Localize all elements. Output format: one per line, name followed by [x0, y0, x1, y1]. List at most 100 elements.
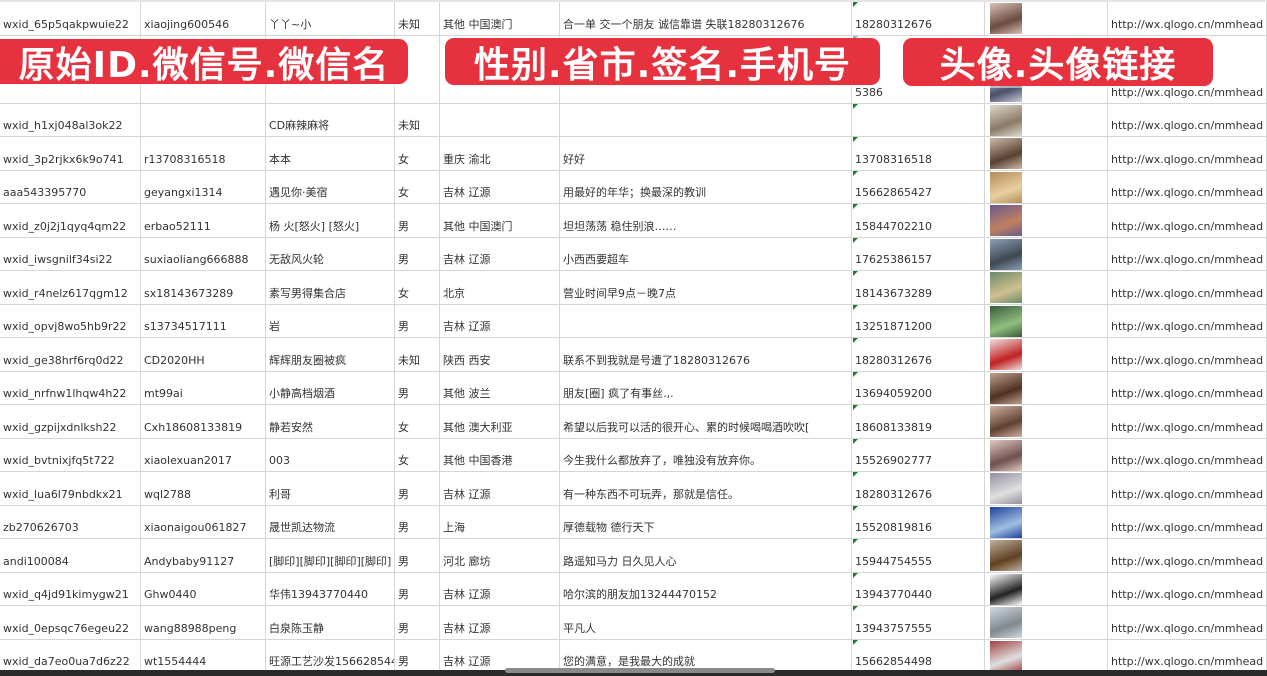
- original-id-cell[interactable]: wxid_bvtnixjfq5t722: [0, 438, 141, 471]
- avatar-link-cell[interactable]: http://wx.qlogo.cn/mmhead: [1108, 371, 1267, 404]
- avatar-link-cell[interactable]: http://wx.qlogo.cn/mmhead: [1108, 204, 1267, 237]
- signature-cell[interactable]: 合一单 交一个朋友 诚信靠谱 失联18280312676: [560, 2, 852, 35]
- phone-cell[interactable]: 15520819816: [852, 505, 985, 538]
- gender-cell[interactable]: 女: [395, 405, 440, 438]
- wechat-id-cell[interactable]: mt99ai: [141, 371, 266, 404]
- wechat-name-cell[interactable]: 素写男得集合店: [266, 271, 395, 304]
- wechat-id-cell[interactable]: wql2788: [141, 472, 266, 505]
- region-cell[interactable]: [440, 103, 560, 136]
- avatar-cell[interactable]: [985, 539, 1108, 572]
- wechat-name-cell[interactable]: 岩: [266, 304, 395, 337]
- original-id-cell[interactable]: wxid_opvj8wo5hb9r22: [0, 304, 141, 337]
- phone-cell[interactable]: 13943757555: [852, 606, 985, 639]
- region-cell[interactable]: 吉林 辽源: [440, 572, 560, 605]
- avatar-link-cell[interactable]: http://wx.qlogo.cn/mmhead: [1108, 639, 1267, 672]
- signature-cell[interactable]: 朋友[圈] 疯了有事丝.,.: [560, 371, 852, 404]
- wechat-id-cell[interactable]: erbao52111: [141, 204, 266, 237]
- original-id-cell[interactable]: aaa543395770: [0, 170, 141, 203]
- original-id-cell[interactable]: wxid_0epsqc76egeu22: [0, 606, 141, 639]
- region-cell[interactable]: 重庆 渝北: [440, 137, 560, 170]
- gender-cell[interactable]: 女: [395, 137, 440, 170]
- original-id-cell[interactable]: wxid_da7eo0ua7d6z22: [0, 639, 141, 672]
- wechat-id-cell[interactable]: CD2020HH: [141, 338, 266, 371]
- avatar-link-cell[interactable]: http://wx.qlogo.cn/mmhead: [1108, 237, 1267, 270]
- phone-cell[interactable]: 15944754555: [852, 539, 985, 572]
- phone-cell[interactable]: [852, 103, 985, 136]
- wechat-id-cell[interactable]: Ghw0440: [141, 572, 266, 605]
- signature-cell[interactable]: 路遥知马力 日久见人心: [560, 539, 852, 572]
- wechat-id-cell[interactable]: [141, 103, 266, 136]
- signature-cell[interactable]: 您的满意，是我最大的成就: [560, 639, 852, 672]
- avatar-cell[interactable]: [985, 2, 1108, 35]
- horizontal-scrollbar[interactable]: [505, 668, 775, 673]
- avatar-cell[interactable]: [985, 204, 1108, 237]
- region-cell[interactable]: 吉林 辽源: [440, 639, 560, 672]
- signature-cell[interactable]: 哈尔滨的朋友加13244470152: [560, 572, 852, 605]
- avatar-link-cell[interactable]: http://wx.qlogo.cn/mmhead: [1108, 405, 1267, 438]
- wechat-id-cell[interactable]: Andybaby91127: [141, 539, 266, 572]
- wechat-id-cell[interactable]: suxiaoliang666888: [141, 237, 266, 270]
- wechat-name-cell[interactable]: 利哥: [266, 472, 395, 505]
- signature-cell[interactable]: 厚德载物 德行天下: [560, 505, 852, 538]
- signature-cell[interactable]: [560, 103, 852, 136]
- avatar-link-cell[interactable]: http://wx.qlogo.cn/mmhead: [1108, 103, 1267, 136]
- wechat-id-cell[interactable]: xiaonaigou061827: [141, 505, 266, 538]
- wechat-name-cell[interactable]: CD麻辣麻将: [266, 103, 395, 136]
- phone-cell[interactable]: 18143673289: [852, 271, 985, 304]
- phone-cell[interactable]: 15662865427: [852, 170, 985, 203]
- wechat-id-cell[interactable]: r13708316518: [141, 137, 266, 170]
- avatar-link-cell[interactable]: http://wx.qlogo.cn/mmhead: [1108, 271, 1267, 304]
- signature-cell[interactable]: [560, 304, 852, 337]
- gender-cell[interactable]: 男: [395, 472, 440, 505]
- avatar-cell[interactable]: [985, 438, 1108, 471]
- wechat-id-cell[interactable]: wang88988peng: [141, 606, 266, 639]
- gender-cell[interactable]: 女: [395, 170, 440, 203]
- avatar-link-cell[interactable]: http://wx.qlogo.cn/mmhead: [1108, 304, 1267, 337]
- region-cell[interactable]: 其他 中国香港: [440, 438, 560, 471]
- signature-cell[interactable]: 小西西要超车: [560, 237, 852, 270]
- wechat-name-cell[interactable]: 遇见你·美宿: [266, 170, 395, 203]
- original-id-cell[interactable]: wxid_3p2rjkx6k9o741: [0, 137, 141, 170]
- region-cell[interactable]: 其他 中国澳门: [440, 204, 560, 237]
- original-id-cell[interactable]: zb270626703: [0, 505, 141, 538]
- wechat-id-cell[interactable]: xiaolexuan2017: [141, 438, 266, 471]
- region-cell[interactable]: 吉林 辽源: [440, 237, 560, 270]
- phone-cell[interactable]: 17625386157: [852, 237, 985, 270]
- wechat-name-cell[interactable]: 本本: [266, 137, 395, 170]
- avatar-link-cell[interactable]: http://wx.qlogo.cn/mmhead: [1108, 472, 1267, 505]
- avatar-cell[interactable]: [985, 237, 1108, 270]
- wechat-name-cell[interactable]: 晟世凯达物流: [266, 505, 395, 538]
- avatar-cell[interactable]: [985, 371, 1108, 404]
- region-cell[interactable]: 吉林 辽源: [440, 304, 560, 337]
- gender-cell[interactable]: 男: [395, 539, 440, 572]
- avatar-cell[interactable]: [985, 137, 1108, 170]
- avatar-cell[interactable]: [985, 606, 1108, 639]
- avatar-cell[interactable]: [985, 472, 1108, 505]
- avatar-cell[interactable]: [985, 103, 1108, 136]
- gender-cell[interactable]: 男: [395, 606, 440, 639]
- phone-cell[interactable]: 18608133819: [852, 405, 985, 438]
- avatar-link-cell[interactable]: http://wx.qlogo.cn/mmhead: [1108, 572, 1267, 605]
- region-cell[interactable]: 其他 澳大利亚: [440, 405, 560, 438]
- wechat-name-cell[interactable]: 小静高档烟酒: [266, 371, 395, 404]
- gender-cell[interactable]: 男: [395, 304, 440, 337]
- avatar-cell[interactable]: [985, 572, 1108, 605]
- region-cell[interactable]: 吉林 辽源: [440, 170, 560, 203]
- wechat-name-cell[interactable]: 华伟13943770440: [266, 572, 395, 605]
- phone-cell[interactable]: 18280312676: [852, 472, 985, 505]
- original-id-cell[interactable]: wxid_lua6l79nbdkx21: [0, 472, 141, 505]
- avatar-cell[interactable]: [985, 170, 1108, 203]
- region-cell[interactable]: 其他 中国澳门: [440, 2, 560, 35]
- phone-cell[interactable]: 15662854498: [852, 639, 985, 672]
- avatar-cell[interactable]: [985, 405, 1108, 438]
- phone-cell[interactable]: 13694059200: [852, 371, 985, 404]
- avatar-link-cell[interactable]: http://wx.qlogo.cn/mmhead: [1108, 2, 1267, 35]
- avatar-link-cell[interactable]: http://wx.qlogo.cn/mmhead: [1108, 170, 1267, 203]
- gender-cell[interactable]: 男: [395, 572, 440, 605]
- avatar-link-cell[interactable]: http://wx.qlogo.cn/mmhead: [1108, 505, 1267, 538]
- avatar-link-cell[interactable]: http://wx.qlogo.cn/mmhead: [1108, 438, 1267, 471]
- original-id-cell[interactable]: wxid_iwsgnilf34si22: [0, 237, 141, 270]
- signature-cell[interactable]: 今生我什么都放弃了，唯独没有放弃你。: [560, 438, 852, 471]
- avatar-link-cell[interactable]: http://wx.qlogo.cn/mmhead: [1108, 137, 1267, 170]
- original-id-cell[interactable]: wxid_65p5qakpwuie22: [0, 2, 141, 35]
